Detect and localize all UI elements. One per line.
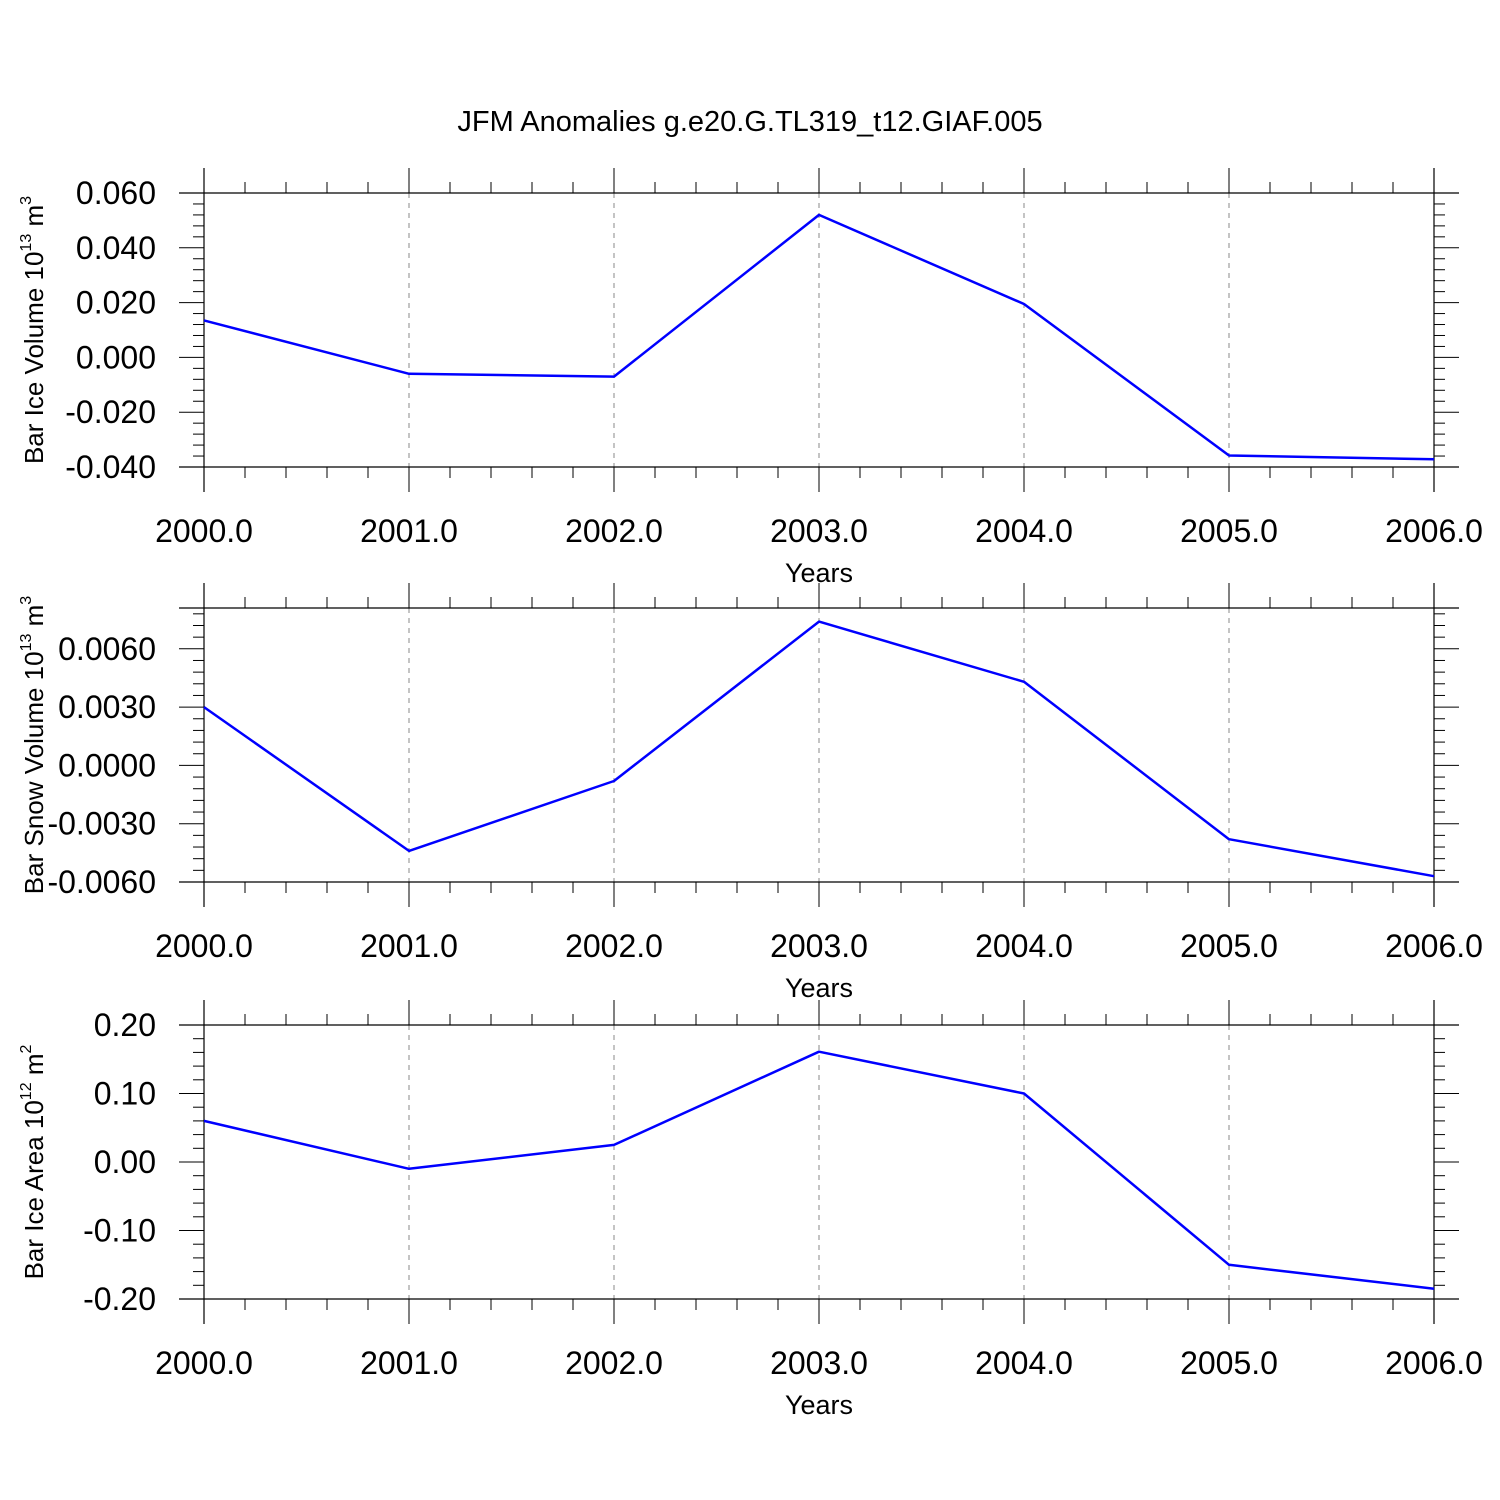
- x-tick-label: 2003.0: [770, 1345, 868, 1381]
- y-tick-label: 0.040: [76, 230, 156, 266]
- x-tick-label: 2003.0: [770, 928, 868, 964]
- y-axis-title-exponent: 13: [18, 633, 35, 651]
- y-axis-title-unit-exponent: 3: [18, 196, 35, 205]
- y-tick-label: 0.060: [76, 175, 156, 211]
- x-tick-label: 2003.0: [770, 513, 868, 549]
- x-tick-label: 2002.0: [565, 1345, 663, 1381]
- x-tick-label: 2004.0: [975, 513, 1073, 549]
- y-tick-label: -0.040: [65, 449, 156, 485]
- y-axis-title: Bar Ice Area 1012 m2: [18, 1044, 49, 1279]
- y-tick-label: 0.000: [76, 339, 156, 375]
- x-tick-label: 2001.0: [360, 1345, 458, 1381]
- y-tick-label: 0.0030: [58, 689, 156, 725]
- data-series-line: [203, 1050, 1435, 1290]
- y-tick-label: 0.0000: [58, 747, 156, 783]
- y-tick-label: -0.20: [83, 1281, 156, 1317]
- x-tick-label: 2004.0: [975, 1345, 1073, 1381]
- panel-3: -0.20 -0.10 0.00 0.10 0.20 2000.0 2001.0 2002.0…: [18, 1000, 1483, 1420]
- y-tick-label: -0.0030: [47, 806, 156, 842]
- x-axis-title: Years: [785, 973, 853, 1003]
- x-tick-label: 2006.0: [1385, 513, 1483, 549]
- y-tick-label: -0.020: [65, 394, 156, 430]
- panel-2: -0.0060 -0.0030 0.0000 0.0030 0.0060 2000.0 20…: [18, 583, 1483, 1003]
- y-axis-title-exponent: 13: [18, 234, 35, 252]
- x-tick-label: 2006.0: [1385, 1345, 1483, 1381]
- x-tick-label: 2005.0: [1180, 1345, 1278, 1381]
- y-axis-title-unit-exponent: 3: [18, 596, 35, 605]
- y-tick-label: -0.0060: [47, 864, 156, 900]
- panel-1: -0.040 -0.020 0.000 0.020 0.040 0.060 2000.0 20…: [18, 168, 1483, 588]
- y-axis-title-text: Bar Ice Area 10: [19, 1100, 49, 1279]
- y-tick-label: 0.10: [94, 1076, 156, 1112]
- x-tick-label: 2002.0: [565, 928, 663, 964]
- y-tick-label: 0.0060: [58, 631, 156, 667]
- y-axis-title: Bar Snow Volume 1013 m3: [18, 596, 49, 895]
- x-tick-label: 2000.0: [155, 513, 253, 549]
- y-tick-label: 0.00: [94, 1144, 156, 1180]
- figure-title: JFM Anomalies g.e20.G.TL319_t12.GIAF.005: [457, 106, 1042, 138]
- y-axis-title-unit: m: [19, 205, 49, 234]
- x-tick-label: 2006.0: [1385, 928, 1483, 964]
- y-tick-label: 0.20: [94, 1007, 156, 1043]
- x-tick-label: 2000.0: [155, 928, 253, 964]
- y-axis-title-unit: m: [19, 1053, 49, 1082]
- data-series-line: [203, 213, 1435, 461]
- y-tick-label: -0.10: [83, 1213, 156, 1249]
- y-axis-title: Bar Ice Volume 1013 m3: [18, 196, 49, 464]
- y-axis-title-exponent: 12: [18, 1082, 35, 1100]
- x-tick-label: 2005.0: [1180, 928, 1278, 964]
- y-axis-title-text: Bar Snow Volume 10: [19, 651, 49, 894]
- x-tick-label: 2000.0: [155, 1345, 253, 1381]
- x-tick-label: 2004.0: [975, 928, 1073, 964]
- data-series-line: [203, 620, 1435, 878]
- x-axis-title: Years: [785, 1390, 853, 1420]
- y-axis-title-text: Bar Ice Volume 10: [19, 252, 49, 464]
- x-tick-label: 2005.0: [1180, 513, 1278, 549]
- x-tick-label: 2001.0: [360, 513, 458, 549]
- x-tick-label: 2002.0: [565, 513, 663, 549]
- y-tick-label: 0.020: [76, 285, 156, 321]
- y-axis-title-unit-exponent: 2: [18, 1044, 35, 1053]
- y-axis-title-unit: m: [19, 605, 49, 634]
- x-tick-label: 2001.0: [360, 928, 458, 964]
